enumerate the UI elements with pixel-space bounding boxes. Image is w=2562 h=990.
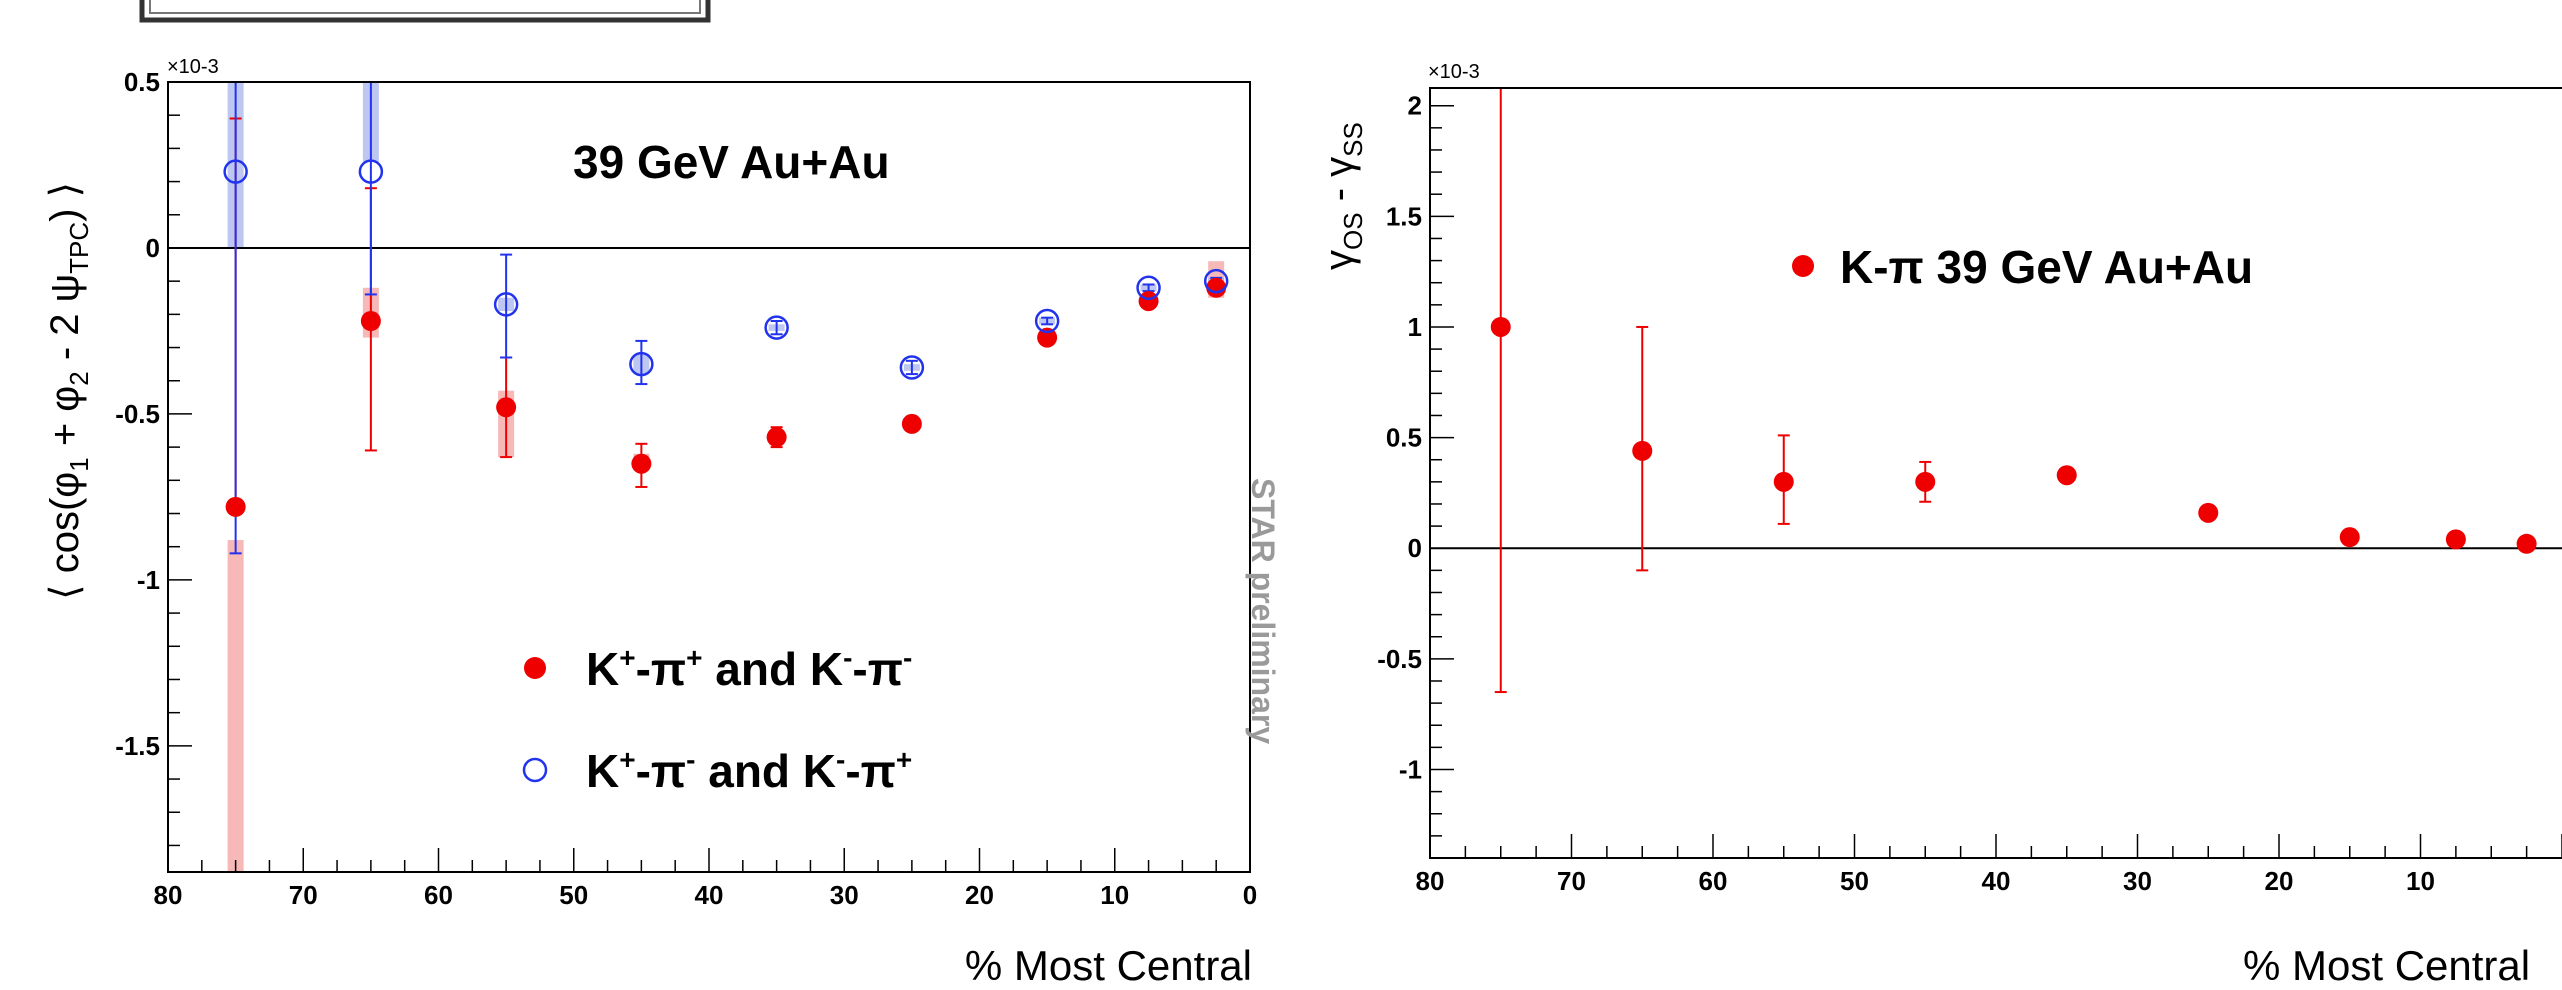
data-point-same-sign [1206,277,1227,298]
data-point-k-pi [2445,529,2466,550]
right-x-tick-label: 30 [2123,866,2152,896]
right-y-axis-title: γOS - γSS [1317,122,1368,270]
data-point-opposite-sign [1203,268,1229,294]
left-markers [223,159,1229,517]
data-point-k-pi [2516,533,2537,554]
data-point-opposite-sign [764,315,789,340]
left-x-tick-label: 80 [154,880,183,910]
watermark-star-preliminary: STAR preliminary [1245,478,1281,744]
cropped-frame-decoration [139,0,711,23]
left-chart-title: 39 GeV Au+Au [573,136,890,188]
data-point-opposite-sign [1136,275,1161,301]
data-point-same-sign [360,310,381,331]
left-x-tick-label: 20 [965,880,994,910]
legend-entry-k-pi: K-π 39 GeV Au+Au [1840,241,2253,293]
left-x-tick-label: 40 [695,880,724,910]
left-x-tick-label: 50 [559,880,588,910]
left-x-axis-ticks: 80 70 60 50 40 30 20 10 0 [154,848,1257,910]
data-point-same-sign [901,413,922,434]
right-y-tick-label: 1 [1408,312,1422,342]
right-y-tick-label: -1 [1399,754,1422,784]
left-x-tick-label: 70 [289,880,318,910]
data-point-same-sign [1037,327,1058,348]
legend-marker-open [522,757,548,783]
right-y-multiplier: ×10-3 [1428,61,1480,83]
right-x-tick-label: 20 [2265,866,2294,896]
data-point-opposite-sign [629,351,654,377]
data-point-k-pi [1490,316,1511,337]
right-x-tick-label: 10 [2406,866,2435,896]
right-x-tick-label: 70 [1557,866,1586,896]
data-point-opposite-sign [493,292,519,317]
legend-marker-k-pi [1792,255,1814,277]
right-error-bars [1494,88,2533,694]
data-point-opposite-sign [899,355,925,380]
data-point-same-sign [766,427,787,448]
left-y-tick-label: 0.5 [124,67,160,97]
left-y-tick-label: -0.5 [115,399,160,429]
left-x-axis-title: % Most Central [965,942,1252,989]
data-point-opposite-sign [1034,308,1060,334]
left-x-tick-label: 0 [1243,880,1257,910]
data-point-k-pi [1915,471,1936,492]
data-point-same-sign [1138,291,1159,312]
left-y-multiplier: ×10-3 [167,56,219,78]
right-x-tick-label: 80 [1416,866,1445,896]
right-x-axis-ticks: 80 70 60 50 40 30 20 10 [1416,834,2562,896]
legend-entry-same-sign: K+-π+ and K--π- [586,642,912,695]
left-y-axis-ticks: 0.5 0 -0.5 -1 -1.5 [115,67,192,847]
right-legend: K-π 39 GeV Au+Au [1792,241,2253,293]
right-y-tick-label: 0.5 [1386,423,1422,453]
left-y-tick-label: -1 [137,565,160,595]
left-x-tick-label: 10 [1100,880,1129,910]
data-point-same-sign [225,496,246,517]
left-y-tick-label: 0 [146,233,160,263]
left-chart-panel: 80 70 60 50 40 30 20 10 0 0.5 0 -0.5 -1 -1.5 ×10-3 ⟨… [43,56,1281,989]
data-point-k-pi [2339,527,2360,548]
right-x-tick-label: 40 [1982,866,2011,896]
legend-marker-filled [524,657,546,679]
right-chart-panel: 80 70 60 50 40 30 20 10 2 1.5 1 0.5 0 -0.5 -1 ×10-3 γ… [1317,61,2562,989]
right-y-axis-ticks: 2 1.5 1 0.5 0 -0.5 -1 [1377,91,1454,837]
right-x-tick-label: 60 [1699,866,1728,896]
right-y-tick-label: -0.5 [1377,644,1422,674]
data-point-same-sign [496,397,517,418]
right-y-tick-label: 0 [1408,533,1422,563]
data-point-k-pi [1632,440,1653,461]
left-y-tick-label: -1.5 [115,731,160,761]
right-y-tick-label: 1.5 [1386,201,1422,231]
left-y-axis-title: ⟨ cos(φ1 + φ2 - 2 ψTPC) ⟩ [43,182,94,600]
legend-entry-opposite-sign: K+-π- and K--π+ [586,744,912,797]
data-point-k-pi [1773,471,1794,492]
right-x-tick-label: 50 [1840,866,1869,896]
left-x-tick-label: 30 [830,880,859,910]
data-point-k-pi [2198,502,2219,523]
data-point-same-sign [631,453,652,474]
data-point-k-pi [2056,465,2077,486]
right-plot-frame [1429,87,2562,859]
right-x-axis-title: % Most Central [2243,942,2530,989]
left-legend: K+-π+ and K--π- K+-π- and K--π+ [522,642,912,797]
systematic-band [227,540,244,872]
left-x-tick-label: 60 [424,880,453,910]
right-markers [1490,316,2537,554]
data-point-opposite-sign [223,159,248,184]
data-point-opposite-sign [358,159,384,184]
right-y-tick-label: 2 [1408,91,1422,121]
